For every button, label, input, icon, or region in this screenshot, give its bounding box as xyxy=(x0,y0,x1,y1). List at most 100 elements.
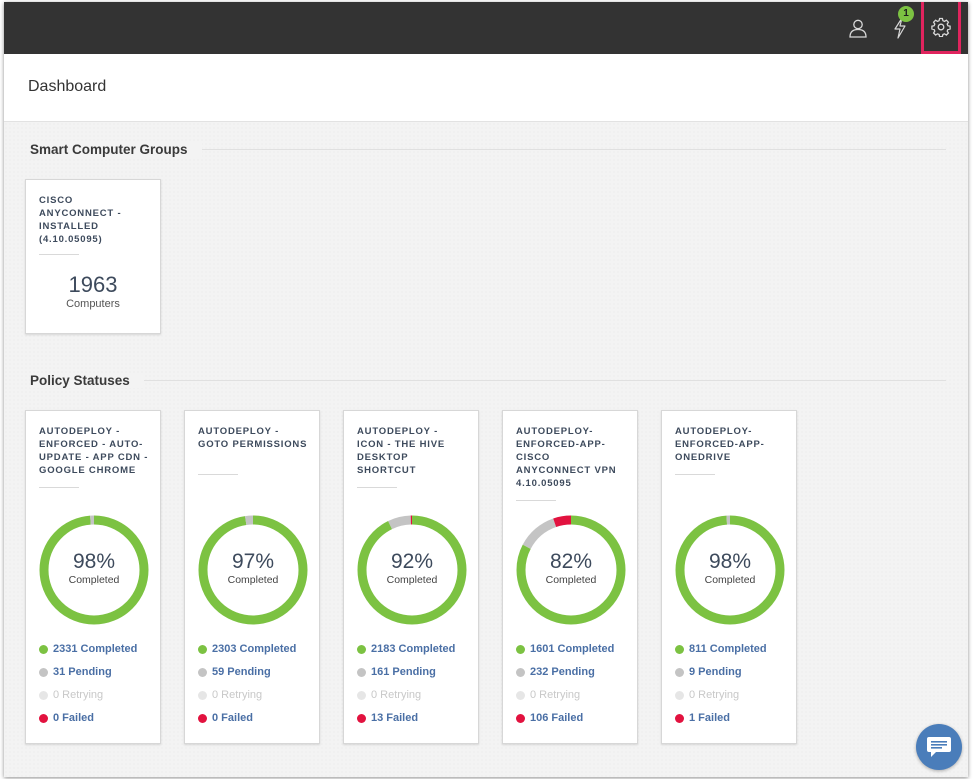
completion-percent: 98% xyxy=(72,550,116,573)
status-dot-icon xyxy=(516,713,525,723)
stat-completed[interactable]: 2331 Completed xyxy=(39,643,137,655)
policy-donut-chart xyxy=(516,515,626,625)
donut-segment-pending xyxy=(675,515,785,625)
settings-button[interactable] xyxy=(921,2,961,54)
top-bar: 1 xyxy=(4,2,968,54)
status-dot-icon xyxy=(198,644,207,654)
stat-retrying-text: 0 Retrying xyxy=(371,689,422,701)
donut-segment-failed xyxy=(357,515,467,625)
section-divider xyxy=(30,380,946,381)
status-dot-icon xyxy=(675,713,684,723)
stat-completed-text: 2331 Completed xyxy=(53,643,138,655)
stat-retrying: 0 Retrying xyxy=(198,689,262,701)
status-dot-icon xyxy=(675,667,684,677)
policy-donut-chart xyxy=(39,515,149,625)
policy-card[interactable]: AUTODEPLOY - ENFORCED - AUTO-UPDATE - AP… xyxy=(25,410,161,744)
smart-group-count: 1963 xyxy=(68,272,118,297)
stat-failed[interactable]: 0 Failed xyxy=(198,712,253,724)
stat-failed-text: 106 Failed xyxy=(530,712,584,724)
stat-failed[interactable]: 0 Failed xyxy=(39,712,94,724)
completion-percent: 92% xyxy=(390,550,434,573)
stat-completed[interactable]: 2183 Completed xyxy=(357,643,455,655)
policy-name: AUTODEPLOY-ENFORCED-APP-ONEDRIVE xyxy=(675,426,765,463)
policy-name: AUTODEPLOY-ENFORCED-APP-CISCO ANYCONNECT… xyxy=(516,426,617,489)
stat-completed[interactable]: 1601 Completed xyxy=(516,643,614,655)
stat-pending-text: 59 Pending xyxy=(212,666,271,678)
stat-completed-text: 2303 Completed xyxy=(212,643,297,655)
user-icon[interactable] xyxy=(844,14,872,42)
page-title: Dashboard xyxy=(28,78,107,95)
stat-failed[interactable]: 13 Failed xyxy=(357,712,418,724)
stat-pending-text: 161 Pending xyxy=(371,666,436,678)
status-dot-icon xyxy=(39,644,48,654)
completion-percent: 97% xyxy=(231,550,275,573)
card-divider xyxy=(516,500,556,501)
lightning-icon[interactable] xyxy=(886,14,914,42)
policy-name: AUTODEPLOY - ENFORCED - AUTO-UPDATE - AP… xyxy=(39,426,149,476)
stat-pending[interactable]: 232 Pending xyxy=(516,666,595,678)
status-dot-icon xyxy=(357,667,366,677)
stat-pending[interactable]: 161 Pending xyxy=(357,666,436,678)
stat-pending-text: 232 Pending xyxy=(530,666,595,678)
card-divider xyxy=(675,474,715,475)
stat-pending-text: 31 Pending xyxy=(53,666,112,678)
status-dot-icon xyxy=(357,690,366,700)
card-divider xyxy=(39,487,79,488)
notification-badge: 1 xyxy=(898,6,914,22)
policy-card[interactable]: AUTODEPLOY - ICON - THE HIVE DESKTOP SHO… xyxy=(343,410,479,744)
stat-pending[interactable]: 59 Pending xyxy=(198,666,271,678)
policy-name: AUTODEPLOY - ICON - THE HIVE DESKTOP SHO… xyxy=(357,426,446,476)
app-window: 1 Dashboard Smart Computer Groups CISCO … xyxy=(4,2,968,777)
dashboard-content: Smart Computer Groups CISCO ANYCONNECT -… xyxy=(4,122,968,777)
stat-completed-text: 2183 Completed xyxy=(371,643,456,655)
gear-icon xyxy=(931,17,951,37)
stat-retrying-text: 0 Retrying xyxy=(530,689,581,701)
stat-pending[interactable]: 31 Pending xyxy=(39,666,112,678)
status-dot-icon xyxy=(357,644,366,654)
status-dot-icon xyxy=(198,713,207,723)
donut-segment-pending xyxy=(198,515,308,625)
stat-retrying: 0 Retrying xyxy=(357,689,421,701)
policy-donut-chart xyxy=(675,515,785,625)
page-header: Dashboard xyxy=(4,54,968,122)
stat-failed-text: 1 Failed xyxy=(689,712,730,724)
policy-name: AUTODEPLOY - GOTO PERMISSIONS xyxy=(198,426,308,450)
stat-pending[interactable]: 9 Pending xyxy=(675,666,742,678)
completion-label: Completed xyxy=(704,574,756,586)
stat-retrying: 0 Retrying xyxy=(675,689,739,701)
status-dot-icon xyxy=(516,667,525,677)
stat-retrying-text: 0 Retrying xyxy=(212,689,263,701)
status-dot-icon xyxy=(39,690,48,700)
stat-completed[interactable]: 2303 Completed xyxy=(198,643,296,655)
policy-card[interactable]: AUTODEPLOY - GOTO PERMISSIONS 97% Complete… xyxy=(184,410,320,744)
stat-retrying-text: 0 Retrying xyxy=(689,689,740,701)
policy-card[interactable]: AUTODEPLOY-ENFORCED-APP-ONEDRIVE 98% Compl… xyxy=(661,410,797,744)
smart-group-unit: Computers xyxy=(66,298,120,310)
stat-failed[interactable]: 1 Failed xyxy=(675,712,730,724)
completion-label: Completed xyxy=(227,574,279,586)
stat-completed-text: 811 Completed xyxy=(689,643,767,655)
stat-retrying-text: 0 Retrying xyxy=(53,689,104,701)
chat-button[interactable] xyxy=(916,724,962,770)
completion-percent: 82% xyxy=(549,550,593,573)
stat-retrying: 0 Retrying xyxy=(516,689,580,701)
status-dot-icon xyxy=(198,667,207,677)
stat-completed-text: 1601 Completed xyxy=(530,643,615,655)
status-dot-icon xyxy=(516,644,525,654)
status-dot-icon xyxy=(516,690,525,700)
status-dot-icon xyxy=(39,713,48,723)
card-divider xyxy=(39,254,79,255)
policy-statuses-heading: Policy Statuses xyxy=(30,373,144,388)
stat-failed[interactable]: 106 Failed xyxy=(516,712,583,724)
completion-percent: 98% xyxy=(708,550,752,573)
smart-group-card[interactable]: CISCO ANYCONNECT - INSTALLED (4.10.05095… xyxy=(25,179,161,334)
stat-completed[interactable]: 811 Completed xyxy=(675,643,767,655)
stat-pending-text: 9 Pending xyxy=(689,666,742,678)
donut-segment-pending xyxy=(39,515,149,625)
card-divider xyxy=(198,474,238,475)
status-dot-icon xyxy=(675,644,684,654)
completion-label: Completed xyxy=(386,574,438,586)
policy-donut-chart xyxy=(198,515,308,625)
policy-card[interactable]: AUTODEPLOY-ENFORCED-APP-CISCO ANYCONNECT… xyxy=(502,410,638,744)
smart-group-name: CISCO ANYCONNECT - INSTALLED (4.10.05095… xyxy=(39,195,122,245)
